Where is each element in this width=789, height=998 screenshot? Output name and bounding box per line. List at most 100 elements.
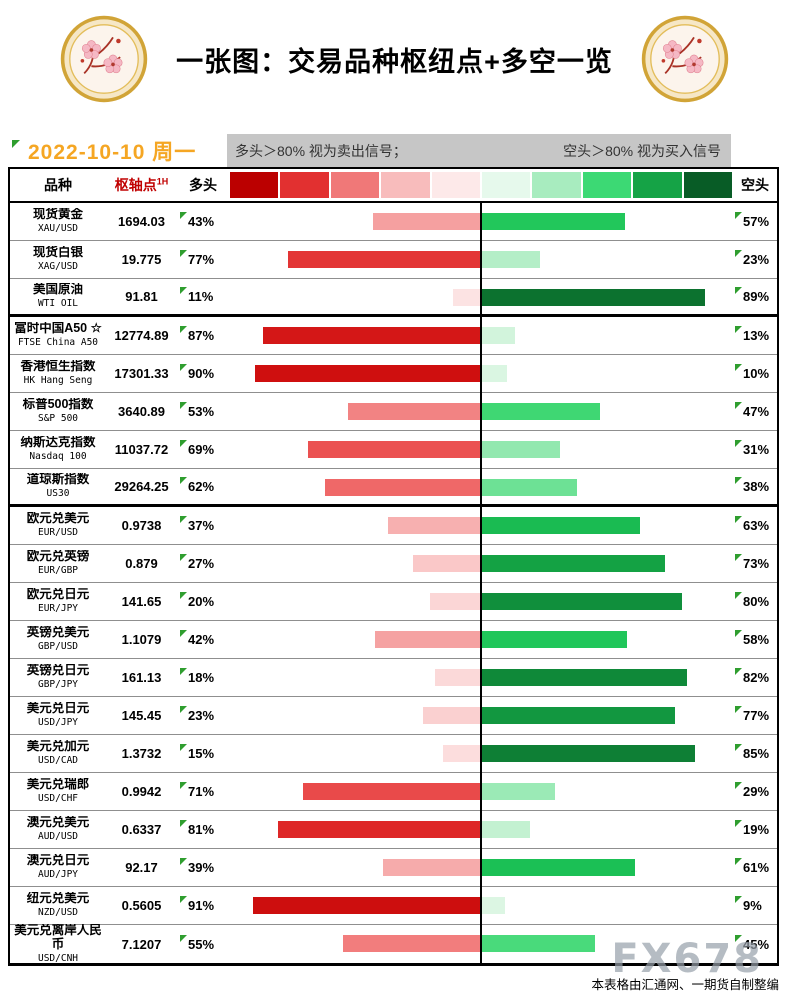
source-note: 本表格由汇通网、一期货自制整编 <box>591 978 779 992</box>
short-cell: 29% <box>733 773 777 810</box>
center-axis-line <box>480 468 482 505</box>
bar-cell <box>229 658 733 697</box>
green-flag-icon <box>180 477 187 484</box>
short-percent: 31% <box>743 442 770 457</box>
instrument-code: USD/CHF <box>37 793 79 805</box>
instrument-code: USD/JPY <box>37 717 79 729</box>
long-cell: 43% <box>177 203 229 240</box>
short-cell: 73% <box>733 545 777 582</box>
instrument-code: EUR/GBP <box>37 565 79 577</box>
long-bar <box>422 707 480 724</box>
col-pivot-sup: 1H <box>156 176 169 187</box>
table-row: 欧元兑英镑 EUR/GBP 0.879 27% 73% <box>10 544 777 583</box>
long-bar <box>252 897 480 914</box>
short-cell: 61% <box>733 849 777 886</box>
pivot-value: 161.13 <box>121 670 162 685</box>
table-row: 标普500指数 S&P 500 3640.89 53% 47% <box>10 392 777 431</box>
table-row: 美国原油 WTI OIL 91.81 11% 89% <box>10 278 777 317</box>
pivot-value: 0.5605 <box>121 898 162 913</box>
bar-cell <box>229 772 733 811</box>
short-percent: 89% <box>743 289 770 304</box>
short-bar <box>482 403 600 420</box>
long-bar <box>435 669 480 686</box>
long-bar <box>262 327 480 344</box>
short-percent: 47% <box>743 404 770 419</box>
center-axis-line <box>480 278 482 315</box>
short-percent: 19% <box>743 822 770 837</box>
green-flag-icon <box>735 287 742 294</box>
long-cell: 71% <box>177 773 229 810</box>
short-cell: 77% <box>733 697 777 734</box>
long-cell: 37% <box>177 507 229 544</box>
rows: 现货黄金 XAU/USD 1694.03 43% 57% 现货白银 XAG/US… <box>10 202 777 964</box>
short-percent: 13% <box>743 328 770 343</box>
center-axis-line <box>480 810 482 849</box>
instrument-code: XAG/USD <box>37 261 79 273</box>
date-row: 2022-10-10 周一 多头＞80% 视为卖出信号； 空头＞80% 视为买入… <box>8 134 775 167</box>
green-flag-icon <box>735 896 742 903</box>
long-percent: 43% <box>188 214 215 229</box>
instrument-cell: 美元兑日元 USD/JPY <box>10 702 106 728</box>
center-axis-line <box>480 392 482 431</box>
green-flag-icon <box>180 934 187 942</box>
long-cell: 20% <box>177 583 229 620</box>
bar-cell <box>229 240 733 279</box>
table-row: 美元兑日元 USD/JPY 145.45 23% 77% <box>10 696 777 735</box>
short-percent: 63% <box>743 518 770 533</box>
pivot-value: 1.3732 <box>121 746 162 761</box>
long-bar <box>430 593 480 610</box>
bar-cell <box>229 468 733 505</box>
green-flag-icon <box>735 250 742 257</box>
long-cell: 27% <box>177 545 229 582</box>
col-pivot: 枢轴点1H <box>106 175 177 195</box>
col-short: 空头 <box>741 177 769 193</box>
instrument-code: GBP/JPY <box>37 679 79 691</box>
pivot-value: 17301.33 <box>114 366 169 381</box>
pivot-table: 品种 枢轴点1H 多头 空头 现货黄金 XAU/USD 1694.03 43% … <box>8 167 779 966</box>
table-row: 美元兑瑞郎 USD/CHF 0.9942 71% 29% <box>10 772 777 811</box>
legend-color-cell <box>230 172 279 198</box>
green-flag-icon <box>180 858 187 865</box>
green-flag-icon <box>180 630 187 637</box>
legend-color-cell <box>582 172 632 198</box>
short-bar <box>482 365 507 382</box>
instrument-cell: 富时中国A50 ☆ FTSE China A50 <box>10 322 106 348</box>
short-percent: 57% <box>743 214 770 229</box>
long-bar <box>325 479 480 496</box>
short-cell: 9% <box>733 887 777 924</box>
instrument-cell: 纳斯达克指数 Nasdaq 100 <box>10 436 106 462</box>
instrument-name: 纽元兑美元 <box>26 892 90 906</box>
table-row: 美元兑加元 USD/CAD 1.3732 15% 85% <box>10 734 777 773</box>
long-bar <box>412 555 480 572</box>
instrument-code: WTI OIL <box>37 298 79 310</box>
short-percent: 85% <box>743 746 770 761</box>
instrument-name: 欧元兑英镑 <box>26 550 90 564</box>
center-axis-line <box>480 886 482 925</box>
short-bar <box>482 631 627 648</box>
legend-color-cell <box>381 172 430 198</box>
center-axis-line <box>480 658 482 697</box>
instrument-cell: 澳元兑美元 AUD/USD <box>10 816 106 842</box>
instrument-code: USD/CAD <box>37 755 79 767</box>
short-bar <box>482 707 675 724</box>
table-row: 纳斯达克指数 Nasdaq 100 11037.72 69% 31% <box>10 430 777 469</box>
instrument-cell: 美元兑瑞郎 USD/CHF <box>10 778 106 804</box>
long-percent: 23% <box>188 708 215 723</box>
green-flag-icon <box>735 744 742 751</box>
long-percent: 11% <box>188 289 214 304</box>
date-row-spacer <box>731 134 775 167</box>
green-flag-icon <box>180 326 187 333</box>
green-flag-icon <box>180 364 187 371</box>
long-percent: 53% <box>188 404 215 419</box>
long-cell: 90% <box>177 355 229 392</box>
long-cell: 39% <box>177 849 229 886</box>
table-row: 现货黄金 XAU/USD 1694.03 43% 57% <box>10 202 777 241</box>
instrument-name: 澳元兑日元 <box>26 854 90 868</box>
long-cell: 69% <box>177 431 229 468</box>
green-flag-icon <box>735 782 742 789</box>
short-percent: 58% <box>743 632 770 647</box>
long-percent: 27% <box>188 556 215 571</box>
pivot-value: 3640.89 <box>118 404 165 419</box>
instrument-cell: 英镑兑日元 GBP/JPY <box>10 664 106 690</box>
table-row: 纽元兑美元 NZD/USD 0.5605 91% 9% <box>10 886 777 925</box>
